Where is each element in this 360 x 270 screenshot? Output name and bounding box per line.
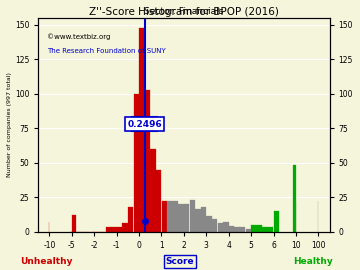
Bar: [162, 201, 167, 232]
Bar: [246, 229, 251, 232]
Bar: [178, 204, 184, 232]
Bar: [167, 201, 173, 232]
Bar: [122, 223, 128, 232]
Bar: [72, 215, 76, 232]
Bar: [184, 204, 189, 232]
Bar: [212, 219, 217, 232]
Bar: [156, 170, 161, 232]
Text: The Research Foundation of SUNY: The Research Foundation of SUNY: [47, 48, 166, 54]
Bar: [229, 226, 234, 232]
Bar: [274, 211, 279, 232]
Bar: [190, 200, 195, 232]
Text: Score: Score: [166, 257, 194, 266]
Text: Sector: Financials: Sector: Financials: [144, 7, 224, 16]
Bar: [206, 216, 212, 232]
Bar: [150, 149, 156, 232]
Bar: [201, 207, 206, 232]
Y-axis label: Number of companies (997 total): Number of companies (997 total): [7, 72, 12, 177]
Bar: [234, 227, 240, 232]
Bar: [173, 201, 178, 232]
Bar: [195, 210, 201, 232]
Bar: [139, 28, 145, 232]
Text: 0.2496: 0.2496: [127, 120, 162, 129]
Bar: [262, 227, 273, 232]
Bar: [145, 90, 150, 232]
Bar: [117, 227, 122, 232]
Bar: [240, 227, 246, 232]
Text: Unhealthy: Unhealthy: [21, 257, 73, 266]
Title: Z''-Score Histogram for BPOP (2016): Z''-Score Histogram for BPOP (2016): [89, 7, 279, 17]
Bar: [134, 94, 139, 232]
Text: Healthy: Healthy: [293, 257, 333, 266]
Bar: [105, 227, 117, 232]
Text: ©www.textbiz.org: ©www.textbiz.org: [47, 33, 111, 40]
Bar: [217, 223, 223, 232]
Bar: [223, 222, 229, 232]
Bar: [293, 166, 296, 232]
Bar: [128, 207, 134, 232]
Bar: [251, 225, 262, 232]
